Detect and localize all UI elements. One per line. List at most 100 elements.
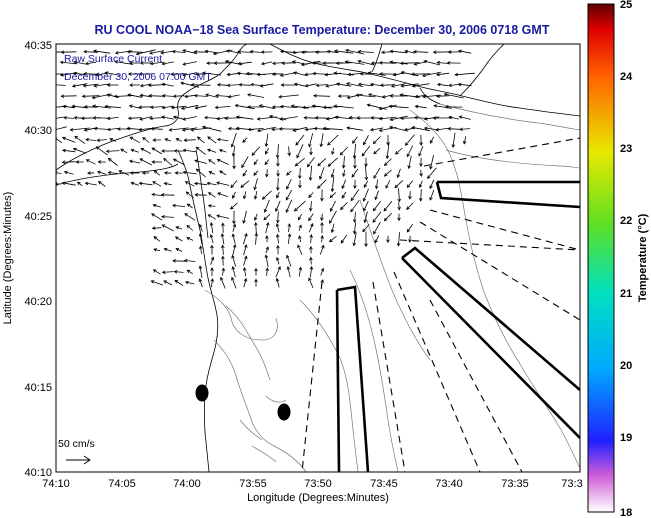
current-vector-head: [363, 141, 367, 146]
current-vector-head: [138, 72, 143, 76]
current-vector: [307, 157, 315, 167]
current-vector-head: [92, 49, 97, 53]
current-vector: [367, 104, 387, 110]
current-vector: [299, 167, 301, 179]
current-vector: [406, 180, 414, 188]
current-vector-head: [204, 49, 209, 54]
current-vector-head: [85, 61, 89, 66]
current-vector: [197, 136, 205, 144]
current-vector: [118, 170, 130, 176]
current-vector: [175, 236, 183, 242]
current-vector-head: [367, 71, 372, 75]
current-vector: [401, 71, 419, 77]
current-vector: [424, 116, 440, 120]
current-vector-head: [152, 181, 156, 185]
current-vector-head: [207, 204, 212, 208]
current-vector: [413, 51, 429, 53]
current-vector-head: [74, 135, 78, 140]
current-vector: [286, 170, 292, 176]
current-vector: [405, 134, 415, 146]
current-vector: [384, 169, 392, 177]
current-vector: [224, 117, 244, 119]
current-vector: [452, 132, 456, 148]
current-vector: [83, 73, 99, 75]
current-vector: [463, 136, 467, 144]
current-vector-head: [254, 278, 258, 283]
current-vector-head: [319, 175, 323, 180]
current-vector-head: [174, 280, 179, 284]
current-vector: [56, 172, 62, 174]
current-vector: [262, 190, 272, 200]
current-vector-head: [298, 184, 302, 189]
current-vector: [358, 60, 374, 66]
legend-line-2: December 30, 2006 07:00 GMT: [64, 71, 212, 83]
current-vector: [243, 233, 247, 245]
current-vector: [286, 178, 292, 190]
current-vector-head: [253, 172, 257, 176]
current-vector-head: [276, 194, 280, 199]
current-vector-head: [174, 236, 179, 240]
current-vector-head: [206, 61, 210, 65]
current-vector-head: [226, 72, 231, 77]
current-vector: [329, 235, 337, 243]
current-vector-head: [312, 71, 316, 76]
current-vector-head: [298, 175, 302, 180]
current-vector: [199, 224, 203, 232]
current-vector: [148, 84, 166, 86]
current-vector-head: [182, 49, 187, 53]
current-vector: [220, 277, 226, 289]
current-vector: [227, 84, 241, 86]
current-vector-head: [406, 153, 410, 158]
colorbar: 25 24 23 22 21 20 19 18 Temperature (°C): [587, 0, 649, 518]
current-vector-head: [397, 206, 401, 211]
current-vector: [205, 94, 219, 98]
current-vector: [62, 161, 76, 163]
current-vector-head: [394, 150, 399, 155]
current-vector: [254, 178, 258, 190]
current-vector: [63, 117, 75, 119]
current-vector: [420, 169, 422, 177]
current-vector: [162, 271, 174, 273]
current-vector: [217, 84, 229, 86]
current-vector: [94, 83, 110, 87]
current-vector: [288, 223, 290, 233]
x-tick-label: 73:40: [435, 478, 463, 490]
current-vector: [353, 232, 357, 246]
current-vector: [215, 95, 231, 97]
current-vector: [169, 127, 189, 131]
current-vector: [228, 94, 240, 98]
current-vector-head: [105, 149, 110, 154]
current-vector-head: [292, 71, 297, 75]
current-vector-head: [81, 94, 86, 98]
current-vector: [153, 248, 161, 252]
current-vector-head: [315, 83, 320, 88]
current-vector-head: [314, 50, 319, 54]
current-vector-head: [160, 50, 164, 55]
current-vector: [293, 72, 307, 76]
current-vector-head: [183, 258, 188, 263]
current-vector: [163, 280, 173, 286]
current-vector-head: [320, 217, 324, 222]
current-vector-head: [174, 171, 179, 175]
current-vector: [207, 214, 217, 220]
current-vector-head: [293, 82, 298, 87]
current-vector-head: [141, 171, 146, 175]
current-vector-head: [294, 162, 299, 167]
current-vector: [347, 127, 363, 131]
current-vector-head: [199, 245, 203, 250]
current-vector: [346, 83, 364, 87]
current-vector: [276, 223, 280, 233]
current-vector-head: [83, 50, 87, 54]
current-vector-head: [309, 207, 313, 212]
current-vector-head: [429, 140, 434, 144]
current-vector-head: [286, 185, 290, 190]
colorbar-tick-label: 19: [620, 432, 632, 444]
current-vector-head: [293, 207, 298, 212]
current-vector: [313, 95, 331, 97]
current-vector-head: [173, 149, 178, 153]
current-vector: [107, 117, 119, 119]
current-vector-head: [56, 182, 58, 186]
current-vector-head: [198, 278, 203, 282]
current-vector-head: [83, 105, 88, 109]
current-vector: [205, 50, 219, 54]
